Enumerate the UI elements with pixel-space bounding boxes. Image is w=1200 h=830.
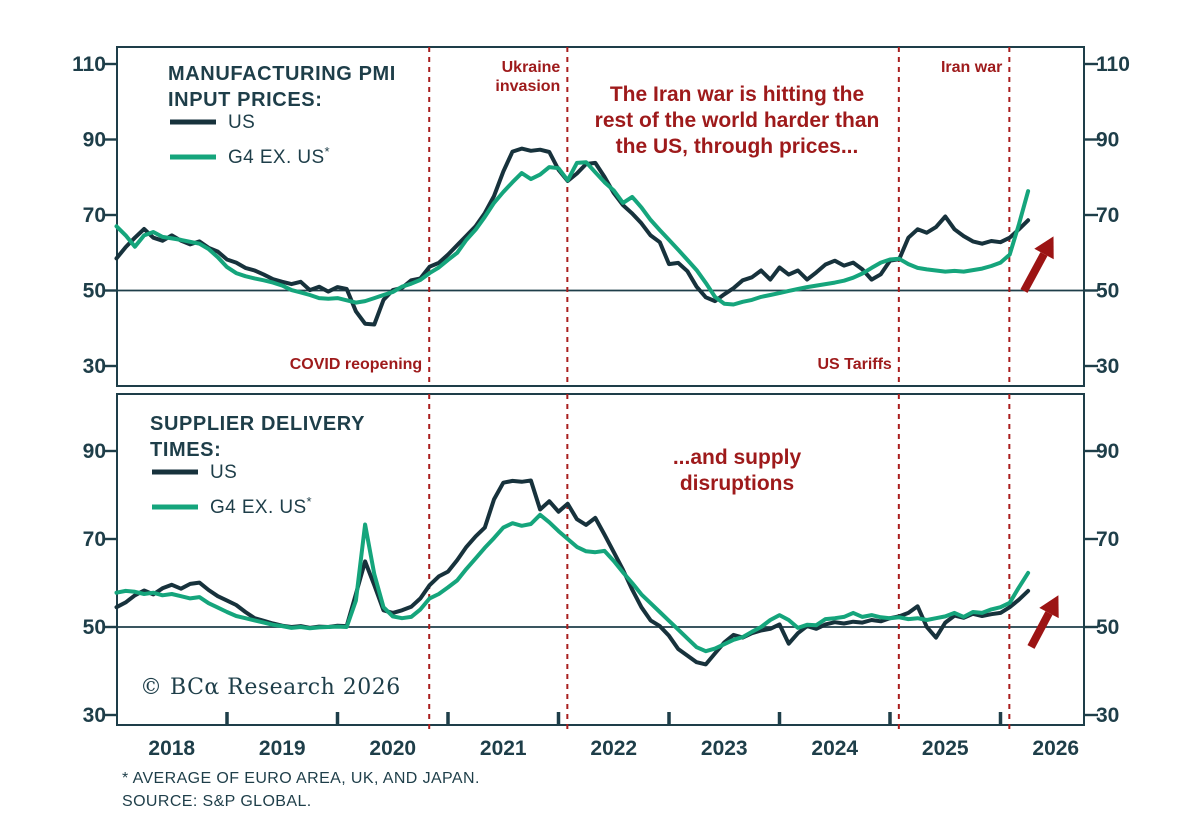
annotation-top: the US, through prices... [616, 135, 859, 158]
ytick-label-left: 90 [83, 440, 106, 463]
annotation-bottom: ...and supply [673, 446, 802, 469]
event-label-iran: Iran war [941, 59, 1002, 76]
annotation-top: The Iran war is hitting the [610, 83, 864, 106]
up-arrow-icon-top [1034, 236, 1054, 260]
footnote-label: * AVERAGE OF EURO AREA, UK, AND JAPAN. [122, 770, 480, 787]
event-label-ukraine: invasion [495, 78, 560, 95]
ytick-label-left: 30 [83, 355, 106, 378]
ytick-label-left: 30 [83, 704, 106, 727]
copyright-label: © BCα Research 2026 [140, 675, 401, 700]
annotation-top: rest of the world harder than [595, 109, 880, 132]
ytick-label-left: 70 [83, 528, 106, 551]
ytick-label-right: 110 [1096, 53, 1130, 76]
xtick-label-2023: 2023 [701, 737, 748, 760]
xtick-label-2022: 2022 [590, 737, 637, 760]
legend-label-us-top: US [228, 112, 255, 133]
xtick-label-2020: 2020 [369, 737, 416, 760]
ytick-label-left: 90 [83, 129, 106, 152]
up-arrow-icon-bottom [1039, 595, 1059, 619]
xtick-label-2026: 2026 [1032, 737, 1079, 760]
panel-top-border [116, 46, 1085, 387]
xtick-label-2019: 2019 [259, 737, 306, 760]
ytick-label-right: 30 [1096, 704, 1119, 727]
legend-title-top: INPUT PRICES: [168, 89, 322, 111]
ytick-label-right: 70 [1096, 528, 1119, 551]
ytick-label-right: 50 [1096, 280, 1119, 303]
series-g4-top [114, 160, 1031, 307]
event-label-ukraine: Ukraine [502, 59, 561, 76]
legend-label-us-bottom: US [210, 462, 237, 483]
up-arrow-icon-bottom-shaft [1027, 611, 1053, 649]
ytick-label-right: 90 [1096, 440, 1119, 463]
series-us-top [114, 146, 1031, 327]
panel-bottom-border [116, 393, 1085, 726]
source-label: SOURCE: S&P GLOBAL. [122, 793, 312, 810]
annotation-bottom: disruptions [680, 472, 794, 495]
ytick-label-right: 50 [1096, 616, 1119, 639]
ytick-label-right: 90 [1096, 129, 1119, 152]
ytick-label-left: 50 [83, 616, 106, 639]
up-arrow-icon-top-shaft [1020, 252, 1048, 293]
xtick-label-2021: 2021 [480, 737, 527, 760]
ytick-label-right: 30 [1096, 355, 1119, 378]
ytick-label-left: 110 [72, 53, 106, 76]
legend-title-bottom: SUPPLIER DELIVERY [150, 413, 365, 435]
xtick-label-2024: 2024 [811, 737, 858, 760]
xtick-label-2025: 2025 [922, 737, 969, 760]
event-label-tariffs: US Tariffs [817, 356, 891, 373]
event-label-covid: COVID reopening [290, 356, 422, 373]
ytick-label-left: 70 [83, 204, 106, 227]
series-g4-bottom [114, 512, 1031, 654]
ytick-label-right: 70 [1096, 204, 1119, 227]
legend-title-top: MANUFACTURING PMI [168, 63, 396, 85]
ytick-label-left: 50 [83, 280, 106, 303]
legend-label-g4-top: G4 EX. US* [228, 144, 330, 168]
legend-title-bottom: TIMES: [150, 439, 221, 461]
legend-label-g4-bottom: G4 EX. US* [210, 494, 312, 518]
xtick-label-2018: 2018 [148, 737, 195, 760]
